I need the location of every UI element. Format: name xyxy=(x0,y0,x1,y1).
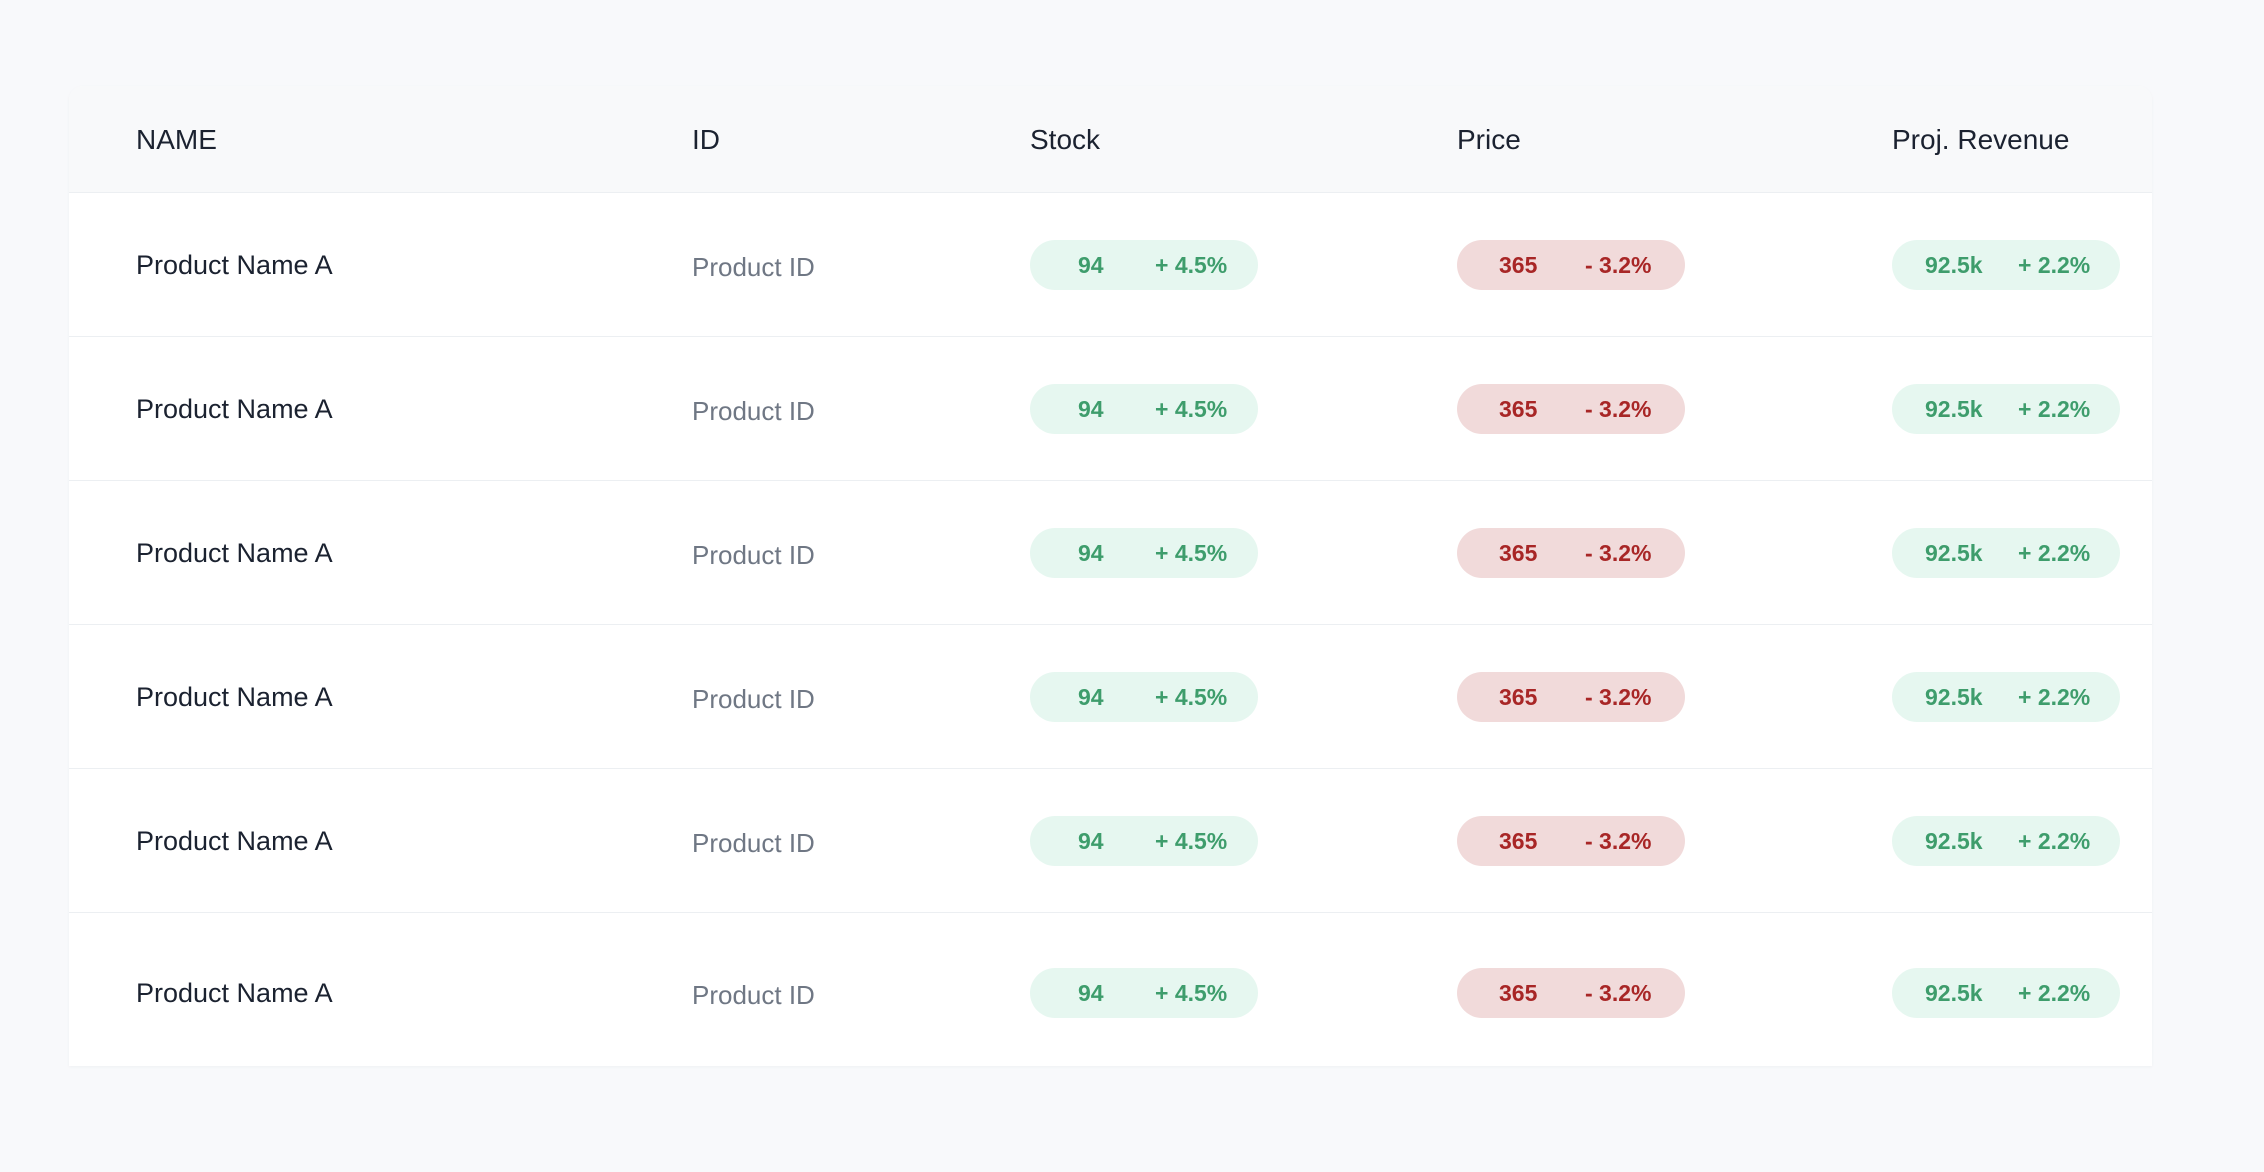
price-delta: - 3.2% xyxy=(1585,396,1652,422)
price-badge: 365 - 3.2% xyxy=(1457,968,1685,1018)
stock-value: 94 xyxy=(1078,828,1104,854)
stock-delta: + 4.5% xyxy=(1155,684,1228,710)
table-row[interactable]: Product Name A Product ID 94 + 4.5% 365 … xyxy=(69,769,2152,913)
stock-badge: 94 + 4.5% xyxy=(1030,672,1258,722)
stock-delta: + 4.5% xyxy=(1155,252,1228,278)
price-value: 365 xyxy=(1499,980,1538,1006)
header-id[interactable]: ID xyxy=(692,124,720,155)
product-table: NAME ID Stock Price Proj. Revenue Produc… xyxy=(69,86,2152,1066)
product-name: Product Name A xyxy=(136,394,333,424)
revenue-value: 92.5k xyxy=(1925,828,1983,854)
stock-delta: + 4.5% xyxy=(1155,828,1228,854)
stock-value: 94 xyxy=(1078,252,1104,278)
price-badge: 365 - 3.2% xyxy=(1457,816,1685,866)
price-badge: 365 - 3.2% xyxy=(1457,672,1685,722)
table-header: NAME ID Stock Price Proj. Revenue xyxy=(69,86,2152,193)
revenue-delta: + 2.2% xyxy=(2018,252,2091,278)
product-name: Product Name A xyxy=(136,682,333,712)
product-name: Product Name A xyxy=(136,538,333,568)
revenue-delta: + 2.2% xyxy=(2018,540,2091,566)
revenue-badge: 92.5k + 2.2% xyxy=(1892,240,2120,290)
revenue-badge: 92.5k + 2.2% xyxy=(1892,672,2120,722)
price-badge: 365 - 3.2% xyxy=(1457,384,1685,434)
product-id: Product ID xyxy=(692,980,815,1010)
table-row[interactable]: Product Name A Product ID 94 + 4.5% 365 … xyxy=(69,625,2152,769)
revenue-value: 92.5k xyxy=(1925,252,1983,278)
revenue-delta: + 2.2% xyxy=(2018,828,2091,854)
price-delta: - 3.2% xyxy=(1585,540,1652,566)
revenue-badge: 92.5k + 2.2% xyxy=(1892,816,2120,866)
price-value: 365 xyxy=(1499,396,1538,422)
price-badge: 365 - 3.2% xyxy=(1457,240,1685,290)
stock-delta: + 4.5% xyxy=(1155,980,1228,1006)
revenue-delta: + 2.2% xyxy=(2018,980,2091,1006)
price-delta: - 3.2% xyxy=(1585,684,1652,710)
revenue-value: 92.5k xyxy=(1925,396,1983,422)
stock-badge: 94 + 4.5% xyxy=(1030,816,1258,866)
revenue-badge: 92.5k + 2.2% xyxy=(1892,968,2120,1018)
revenue-value: 92.5k xyxy=(1925,980,1983,1006)
stock-delta: + 4.5% xyxy=(1155,396,1228,422)
stock-badge: 94 + 4.5% xyxy=(1030,968,1258,1018)
table-row[interactable]: Product Name A Product ID 94 + 4.5% 365 … xyxy=(69,481,2152,625)
revenue-delta: + 2.2% xyxy=(2018,684,2091,710)
revenue-value: 92.5k xyxy=(1925,684,1983,710)
product-id: Product ID xyxy=(692,684,815,714)
product-id: Product ID xyxy=(692,540,815,570)
header-name[interactable]: NAME xyxy=(136,124,217,155)
product-name: Product Name A xyxy=(136,250,333,280)
product-name: Product Name A xyxy=(136,978,333,1008)
price-delta: - 3.2% xyxy=(1585,252,1652,278)
product-id: Product ID xyxy=(692,396,815,426)
revenue-badge: 92.5k + 2.2% xyxy=(1892,384,2120,434)
header-proj-revenue[interactable]: Proj. Revenue xyxy=(1892,124,2070,155)
stock-value: 94 xyxy=(1078,684,1104,710)
price-badge: 365 - 3.2% xyxy=(1457,528,1685,578)
revenue-value: 92.5k xyxy=(1925,540,1983,566)
product-name: Product Name A xyxy=(136,826,333,856)
revenue-delta: + 2.2% xyxy=(2018,396,2091,422)
price-value: 365 xyxy=(1499,540,1538,566)
stock-value: 94 xyxy=(1078,396,1104,422)
price-value: 365 xyxy=(1499,252,1538,278)
stock-badge: 94 + 4.5% xyxy=(1030,240,1258,290)
price-delta: - 3.2% xyxy=(1585,980,1652,1006)
table-row[interactable]: Product Name A Product ID 94 + 4.5% 365 … xyxy=(69,913,2152,1066)
revenue-badge: 92.5k + 2.2% xyxy=(1892,528,2120,578)
stock-badge: 94 + 4.5% xyxy=(1030,528,1258,578)
header-price[interactable]: Price xyxy=(1457,124,1521,155)
stock-badge: 94 + 4.5% xyxy=(1030,384,1258,434)
product-id: Product ID xyxy=(692,252,815,282)
table-row[interactable]: Product Name A Product ID 94 + 4.5% 365 … xyxy=(69,193,2152,337)
price-delta: - 3.2% xyxy=(1585,828,1652,854)
stock-value: 94 xyxy=(1078,980,1104,1006)
table-row[interactable]: Product Name A Product ID 94 + 4.5% 365 … xyxy=(69,337,2152,481)
stock-value: 94 xyxy=(1078,540,1104,566)
stock-delta: + 4.5% xyxy=(1155,540,1228,566)
header-stock[interactable]: Stock xyxy=(1030,124,1101,155)
product-id: Product ID xyxy=(692,828,815,858)
price-value: 365 xyxy=(1499,684,1538,710)
price-value: 365 xyxy=(1499,828,1538,854)
